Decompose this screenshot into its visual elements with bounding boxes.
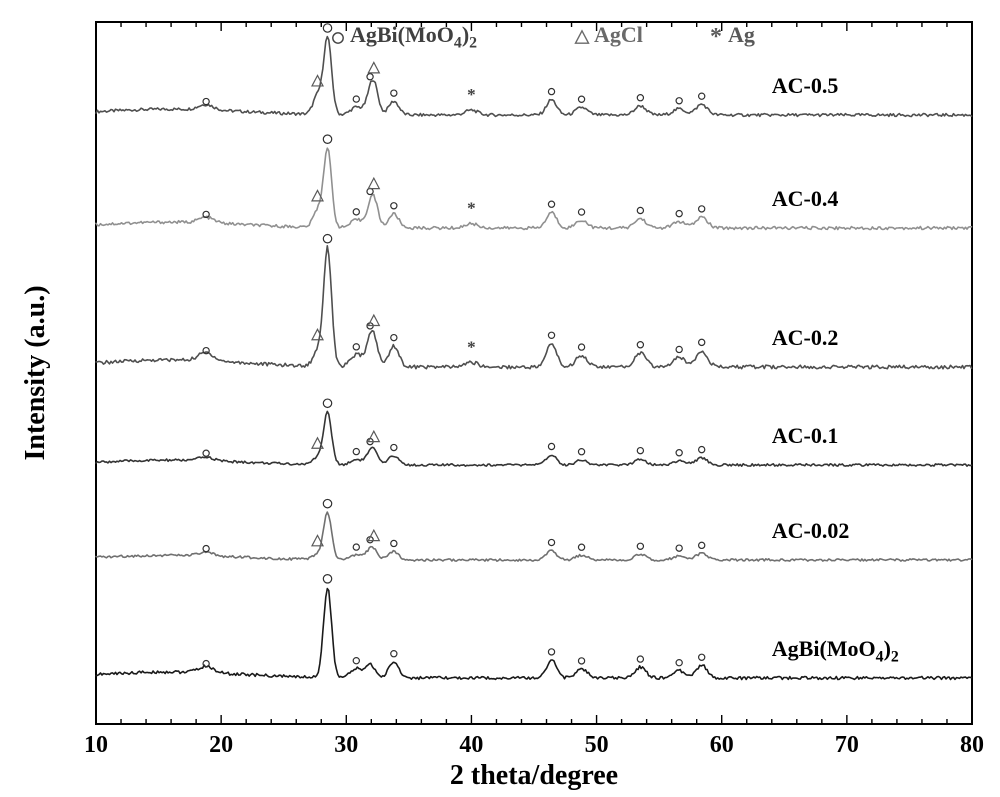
xtick-label: 80 <box>960 732 984 758</box>
xrd-figure: 10 20 30 40 50 60 70 80 2 theta/degree Intensity … <box>0 0 1000 792</box>
xrd-svg: 10 20 30 40 50 60 70 80 2 theta/degree Intensity … <box>0 0 1000 792</box>
x-axis-label: 2 theta/degree <box>450 760 618 791</box>
series-label: AC-0.1 <box>772 423 972 457</box>
xtick-label: 60 <box>710 732 734 758</box>
legend-item: AgBi(MoO4)2 <box>333 22 570 56</box>
marker-asterisk: * <box>467 199 476 218</box>
y-axis-label: Intensity (a.u.) <box>20 285 51 460</box>
plot-area <box>96 22 972 724</box>
series-label: AC-0.5 <box>772 73 972 107</box>
xtick-label: 30 <box>334 732 358 758</box>
legend-label: AgBi(MoO4)2 <box>350 22 570 56</box>
series-label: AC-0.4 <box>772 186 972 220</box>
legend-asterisk-icon: * <box>710 24 722 50</box>
xtick-label: 10 <box>84 732 108 758</box>
series-label: AgBi(MoO4)2 <box>772 636 972 670</box>
marker-asterisk: * <box>467 85 476 104</box>
xtick-label: 40 <box>459 732 483 758</box>
series-label: AC-0.2 <box>772 325 972 359</box>
marker-asterisk: * <box>467 337 476 356</box>
legend-label: Ag <box>728 22 948 56</box>
xtick-label: 70 <box>835 732 859 758</box>
series-label: AC-0.02 <box>772 518 972 552</box>
xtick-label: 50 <box>585 732 609 758</box>
xtick-label: 20 <box>209 732 233 758</box>
legend-item: *Ag <box>710 22 948 56</box>
